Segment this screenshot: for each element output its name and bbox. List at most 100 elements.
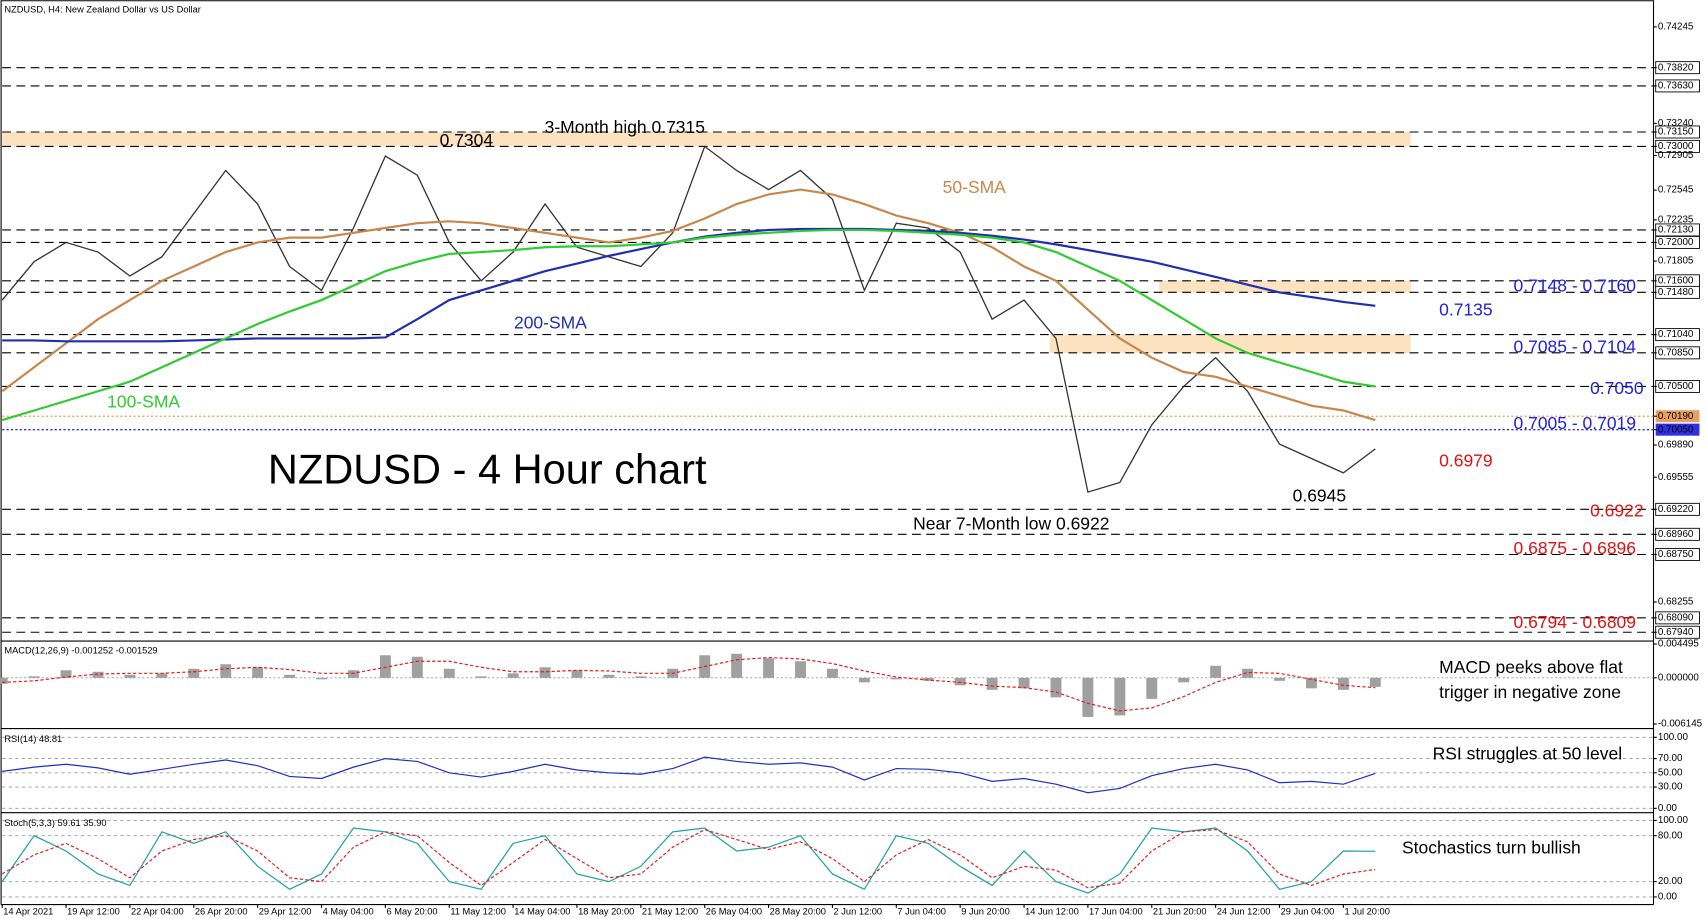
macd-bar	[1369, 677, 1381, 687]
y-tick-label: 0.00	[1658, 803, 1678, 814]
annotation: 0.6794 - 0.6809	[1514, 612, 1637, 632]
annotation: 0.6945	[1293, 485, 1346, 505]
macd-bar	[731, 653, 743, 678]
x-tick-label: 29 Apr 12:00	[259, 907, 312, 917]
y-tick-label: 0.70050	[1658, 424, 1694, 435]
y-tick-label: 0.73820	[1658, 62, 1694, 73]
y-tick-label: 0.70850	[1658, 347, 1694, 358]
tick-label-box	[1655, 423, 1700, 436]
annotation: 0.7148 - 0.7160	[1514, 275, 1637, 295]
y-tick-label: 0.71040	[1658, 329, 1694, 340]
series-line	[1, 188, 1376, 422]
macd-bar	[188, 668, 200, 678]
y-tick-label: -0.006145	[1658, 719, 1703, 730]
x-tick-label: 18 May 20:00	[578, 907, 634, 917]
x-tick-label: 9 Jun 20:00	[961, 907, 1010, 917]
macd-bar	[603, 674, 615, 678]
y-tick-label: 0.000000	[1658, 672, 1700, 683]
macd-bar	[635, 676, 647, 678]
y-tick-label: 0.74245	[1658, 21, 1694, 32]
macd-bar	[826, 668, 838, 678]
y-tick-label: 0.73630	[1658, 81, 1694, 92]
zone	[1049, 334, 1411, 353]
macd-bar	[60, 670, 72, 678]
annotation: 0.7085 - 0.7104	[1514, 337, 1637, 357]
x-tick-label: 7 Jun 04:00	[897, 907, 946, 917]
y-tick-label: 0.68255	[1658, 597, 1694, 608]
macd-bar	[1082, 677, 1094, 717]
annotation: 0.7135	[1439, 299, 1492, 319]
macd-bar	[922, 677, 934, 681]
y-tick-label: 0.73150	[1658, 127, 1694, 138]
annotation: Stochastics turn bullish	[1402, 837, 1581, 857]
y-tick-label: 0.72905	[1658, 150, 1694, 161]
y-tick-label: 0.00	[1658, 892, 1678, 903]
macd-bar	[507, 673, 519, 678]
macd-bar	[347, 670, 359, 678]
macd-bar	[252, 667, 264, 678]
x-tick-label: 11 May 12:00	[450, 907, 506, 917]
pane-title: RSI(14) 48.81	[4, 734, 62, 744]
pane-title: Stoch(5,3,3) 59.61 35.90	[4, 818, 106, 828]
annotation: 0.6922	[1590, 501, 1643, 521]
macd-bar	[954, 677, 966, 686]
series-label: 50-SMA	[943, 177, 1006, 197]
zone	[1159, 280, 1411, 293]
macd-bar	[0, 677, 8, 684]
series-label: 200-SMA	[514, 313, 587, 333]
x-tick-label: 14 May 04:00	[514, 907, 570, 917]
x-tick-label: 6 May 20:00	[386, 907, 437, 917]
macd-bar	[890, 677, 902, 680]
x-tick-label: 22 Apr 04:00	[131, 907, 184, 917]
y-tick-label: 0.73240	[1658, 118, 1694, 129]
x-tick-label: 21 Jun 20:00	[1153, 907, 1207, 917]
macd-bar	[858, 677, 870, 683]
x-tick-label: 14 Apr 2021	[3, 907, 53, 917]
y-tick-label: 0.72235	[1658, 214, 1694, 225]
x-tick-label: 26 Apr 20:00	[195, 907, 248, 917]
y-tick-label: 0.68090	[1658, 612, 1694, 623]
series-line	[1, 828, 1376, 889]
y-tick-label: 0.71805	[1658, 256, 1694, 267]
y-tick-label: 0.73000	[1658, 141, 1694, 152]
series-label: 100-SMA	[107, 391, 180, 411]
y-tick-label: 0.72000	[1658, 237, 1694, 248]
annotation: 3-Month high 0.7315	[545, 117, 705, 137]
y-tick-label: 0.71480	[1658, 287, 1694, 298]
y-tick-label: 0.69220	[1658, 504, 1694, 515]
y-tick-label: 30.00	[1658, 782, 1683, 793]
x-tick-label: 14 Jun 12:00	[1025, 907, 1079, 917]
y-tick-label: 0.72130	[1658, 225, 1694, 236]
x-tick-label: 28 May 20:00	[770, 907, 826, 917]
macd-bar	[92, 671, 104, 678]
x-tick-label: 2 Jun 12:00	[834, 907, 883, 917]
zone	[2, 132, 1411, 147]
x-tick-label: 24 Jun 12:00	[1217, 907, 1271, 917]
macd-bar	[156, 673, 168, 678]
series-line	[2, 756, 1376, 794]
macd-bar	[28, 676, 40, 678]
macd-bar	[1178, 677, 1190, 683]
annotation: 0.7005 - 0.7019	[1514, 413, 1637, 433]
macd-bar	[475, 676, 487, 678]
macd-bar	[1274, 677, 1285, 681]
x-tick-label: 1 Jul 20:00	[1344, 907, 1389, 917]
macd-bar	[1114, 677, 1126, 716]
y-tick-label: 0.70190	[1658, 411, 1694, 422]
y-tick-label: 0.72545	[1658, 185, 1694, 196]
y-tick-label: 0.68750	[1658, 549, 1694, 560]
macd-bar	[316, 677, 327, 680]
price-line	[1, 145, 1376, 493]
y-tick-label: 100.00	[1658, 732, 1689, 743]
annotation: trigger in negative zone	[1439, 682, 1621, 702]
annotation: RSI struggles at 50 level	[1433, 743, 1623, 763]
series-line	[1, 228, 1376, 422]
macd-bar	[1018, 677, 1030, 689]
macd-bar	[1146, 677, 1158, 699]
macd-bar	[795, 661, 806, 678]
annotation: 0.7050	[1590, 378, 1644, 398]
y-tick-label: 70.00	[1658, 753, 1683, 764]
